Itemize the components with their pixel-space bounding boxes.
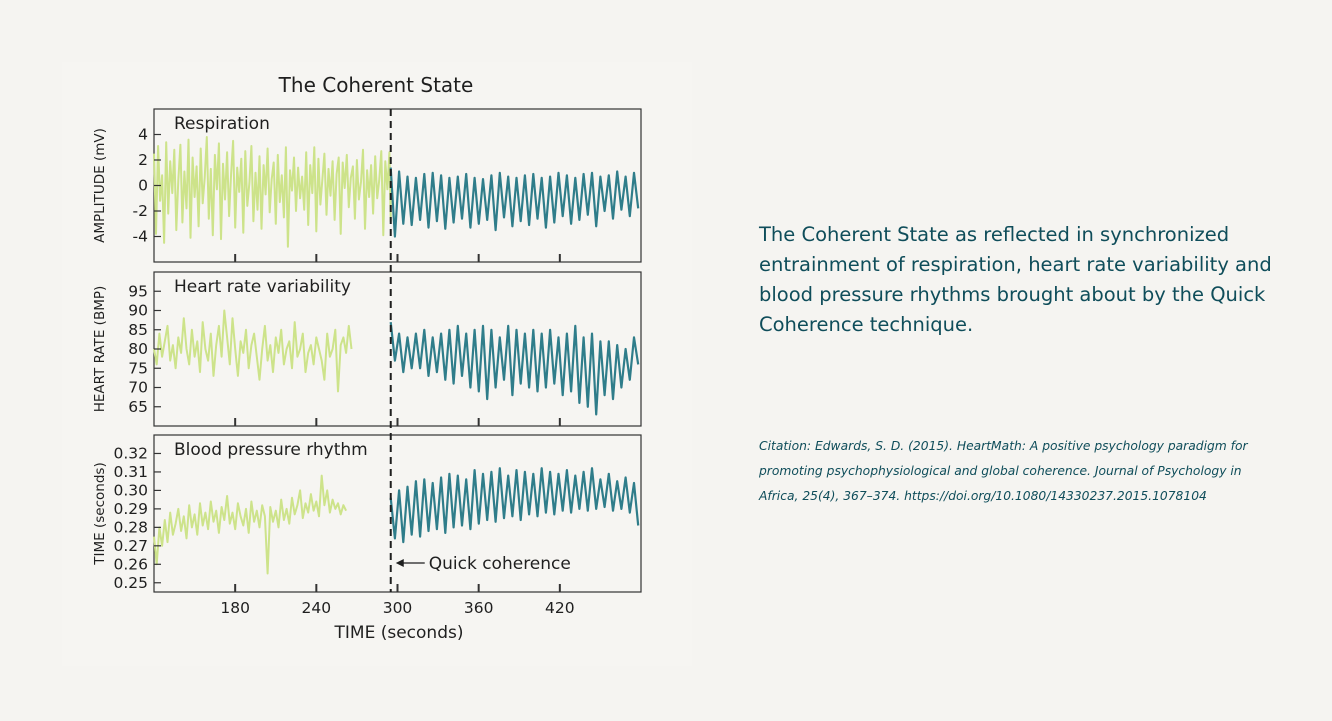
x-tick-label: 420 — [545, 599, 575, 617]
coherent-state-chart: The Coherent State 420-2-4RespirationAMP… — [92, 73, 642, 643]
panel-label: Respiration — [174, 114, 270, 134]
series-coherent-line — [389, 467, 640, 544]
y-tick-label: 0.32 — [113, 444, 148, 462]
y-tick-label: 75 — [128, 359, 148, 377]
y-axis-label: HEART RATE (BMP) — [92, 286, 108, 413]
y-tick-label: 0.27 — [113, 537, 148, 555]
y-tick-label: -2 — [133, 202, 148, 220]
series-baseline-line — [153, 136, 392, 248]
x-axis-label: TIME (seconds) — [334, 623, 464, 643]
panel-1: 4 2 0 -2 -4 Respiration AMPLITUDE (mV) — [92, 108, 642, 263]
y-tick-label: 90 — [128, 302, 148, 320]
y-tick-label: 0.28 — [113, 518, 148, 536]
panel-label: Heart rate variability — [174, 277, 351, 297]
y-tick-label: 65 — [128, 398, 148, 416]
y-tick-label: 0.26 — [113, 555, 148, 573]
citation-text: Citation: Edwards, S. D. (2015). HeartMa… — [759, 439, 1248, 503]
x-tick-label: 180 — [220, 599, 250, 617]
x-tick-label: 300 — [383, 599, 413, 617]
series-baseline-line — [153, 474, 347, 575]
x-tick-label: 360 — [464, 599, 494, 617]
y-tick-label: 0.31 — [113, 463, 148, 481]
y-tick-label: 95 — [128, 282, 148, 300]
y-tick-label: 0.25 — [113, 574, 148, 592]
y-tick-label: 70 — [128, 379, 148, 397]
y-tick-label: 0.30 — [113, 481, 148, 499]
y-tick-label: 0.29 — [113, 500, 148, 518]
y-axis-label: TIME (seconds) — [92, 462, 108, 565]
figure-panel: The Coherent State 4 2 0 -2 -4 Respiration AMP… — [62, 62, 692, 666]
figure-caption: The Coherent State as reflected in synch… — [759, 223, 1272, 336]
y-tick-label: 4 — [138, 126, 148, 144]
y-tick-label: -4 — [133, 228, 148, 246]
panel-label: Blood pressure rhythm — [174, 440, 368, 460]
x-tick-label: 240 — [302, 599, 332, 617]
series-baseline-line — [153, 309, 353, 393]
chart-title: The Coherent State — [278, 73, 474, 97]
quick-coherence-label: Quick coherence — [429, 554, 571, 574]
series-coherent-line — [389, 321, 640, 416]
quick-coherence-annotation: Quick coherence — [395, 554, 571, 574]
y-tick-label: 80 — [128, 340, 148, 358]
y-tick-label: 2 — [138, 151, 148, 169]
y-tick-label: 0 — [138, 177, 148, 195]
y-tick-label: 85 — [128, 321, 148, 339]
y-axis-label: AMPLITUDE (mV) — [92, 128, 108, 243]
panel-3: 0.320.310.300.290.280.270.260.25 Blood pr… — [92, 434, 642, 593]
series-coherent-line — [389, 167, 640, 238]
